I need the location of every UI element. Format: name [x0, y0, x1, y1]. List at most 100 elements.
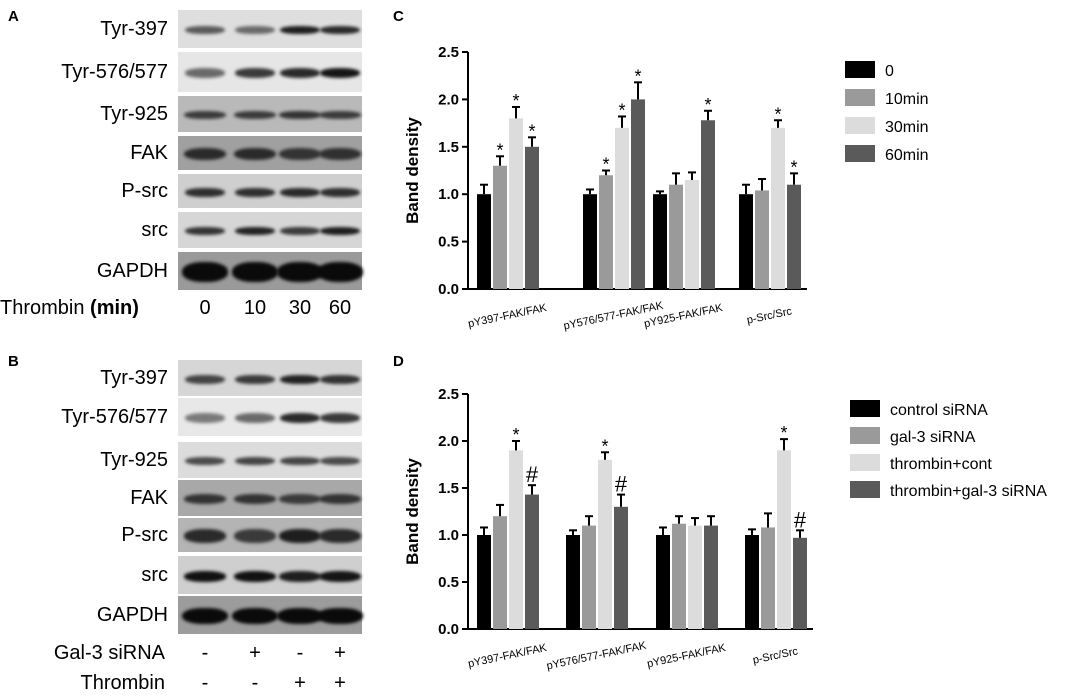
bar [793, 537, 807, 629]
thrombin-unit: (min) [90, 297, 139, 319]
bar [477, 194, 491, 289]
y-axis-label: Band density [403, 117, 422, 224]
condition-mark: + [334, 672, 346, 694]
y-tick-label: 0.5 [438, 574, 459, 591]
blot-band [185, 227, 225, 235]
lane-label: 10 [243, 297, 267, 319]
condition-mark: - [296, 642, 304, 664]
condition-mark: - [251, 672, 259, 694]
bar [761, 527, 775, 629]
blot-band [320, 374, 360, 384]
category-label: pY576/577-FAK/FAK [545, 640, 647, 673]
blot-band [277, 262, 323, 282]
significance-mark: * [602, 155, 609, 175]
blot-band [184, 529, 226, 543]
bar [656, 535, 670, 629]
blot-band [319, 494, 361, 504]
blot-band [319, 148, 361, 160]
blot-band [280, 457, 320, 465]
y-tick-label: 1.5 [438, 139, 459, 156]
significance-mark: * [618, 100, 625, 120]
panel-b-letter: B [8, 353, 19, 370]
blot-band [235, 26, 275, 34]
blot-band [234, 494, 276, 504]
blot-band [320, 187, 360, 197]
bar [598, 459, 612, 629]
blot-band [234, 111, 276, 119]
blot-label-b-5: src [141, 564, 168, 586]
legend-label: control siRNA [890, 402, 988, 419]
significance-mark: # [615, 472, 628, 497]
panel-a-letter: A [8, 8, 19, 25]
lane-label: 60 [328, 297, 352, 319]
blot-label-b-3: FAK [130, 487, 168, 509]
blot-label-a-5: src [141, 219, 168, 241]
y-tick-label: 2.0 [438, 433, 459, 450]
blot-label-a-1: Tyr-576/577 [61, 61, 168, 83]
bar [583, 194, 597, 289]
y-tick-label: 1.0 [438, 186, 459, 203]
lane-label: 30 [288, 297, 312, 319]
legend-label: thrombin+cont [890, 456, 992, 473]
blot-band [234, 529, 276, 543]
legend-swatch [850, 400, 880, 417]
bar [614, 506, 628, 629]
y-tick-label: 1.0 [438, 527, 459, 544]
blot-band [279, 529, 321, 543]
condition-row-label: Gal-3 siRNA [53, 642, 165, 664]
y-axis-label: Band density [403, 458, 422, 565]
bar [525, 494, 539, 629]
blot-band [320, 413, 360, 423]
bar [701, 120, 715, 289]
significance-mark: # [526, 462, 539, 487]
blot-band [185, 413, 225, 423]
blot-band [320, 68, 360, 78]
category-label: pY397-FAK/FAK [467, 302, 548, 331]
blot-label-b-4: P-src [121, 524, 168, 546]
significance-mark: # [794, 507, 807, 532]
y-tick-label: 2.5 [438, 44, 459, 61]
condition-mark: + [294, 672, 306, 694]
y-tick-label: 2.5 [438, 386, 459, 403]
bar [669, 184, 683, 289]
chart-c: 0.0 0.5 1.0 1.5 2.0 2.5 Band density * * * pY397-F… [403, 44, 929, 332]
blot-band [320, 457, 360, 465]
blot-label-b-0: Tyr-397 [100, 367, 168, 389]
legend-swatch [845, 61, 875, 78]
blot-band [277, 608, 323, 624]
bar [509, 118, 523, 289]
bar [688, 525, 702, 629]
significance-mark: * [528, 121, 535, 141]
blot-label-a-6: GAPDH [96, 260, 168, 282]
condition-row-label: Thrombin [80, 672, 165, 694]
bar [599, 175, 613, 289]
blot-band [279, 494, 321, 504]
blot-label-a-2: Tyr-925 [100, 103, 168, 125]
bar [704, 525, 718, 629]
bar [615, 127, 629, 289]
legend-swatch [845, 89, 875, 106]
blot-band [235, 413, 275, 423]
blot-band [280, 26, 320, 34]
blot-band [185, 187, 225, 197]
y-tick-label: 0.0 [438, 281, 459, 298]
bar [493, 165, 507, 289]
significance-mark: * [601, 436, 608, 456]
legend-label: 10min [885, 91, 929, 108]
blot-label-a-4: P-src [121, 180, 168, 202]
blot-band [184, 148, 226, 160]
blot-band [320, 227, 360, 235]
legend-label: 0 [885, 63, 894, 80]
category-label: pY925-FAK/FAK [646, 642, 727, 671]
blot-band [182, 262, 228, 282]
bar [777, 450, 791, 629]
legend-swatch [850, 454, 880, 471]
bar [685, 179, 699, 289]
significance-mark: * [512, 91, 519, 111]
blot-band [235, 187, 275, 197]
significance-mark: * [790, 157, 797, 177]
y-tick-label: 2.0 [438, 91, 459, 108]
blot-band [280, 413, 320, 423]
bar [787, 184, 801, 289]
significance-mark: * [704, 95, 711, 115]
